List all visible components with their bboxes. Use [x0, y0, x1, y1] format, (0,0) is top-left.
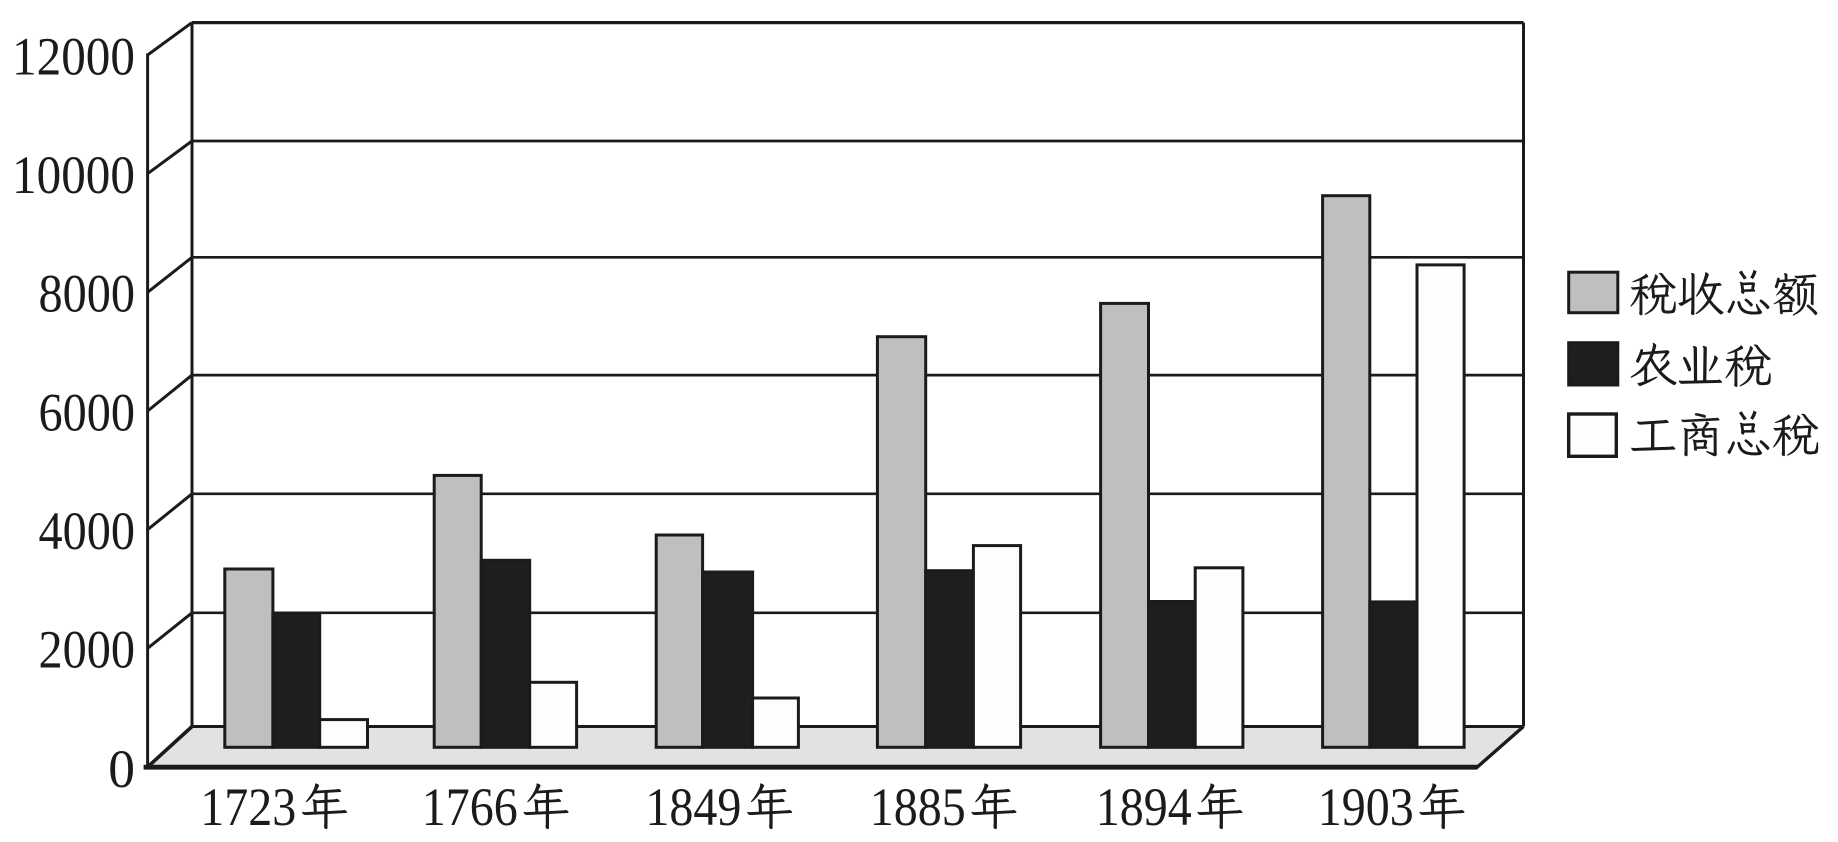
svg-text:10000: 10000 [12, 145, 135, 205]
svg-text:1849: 1849 [645, 777, 741, 837]
svg-text:2000: 2000 [39, 620, 136, 680]
svg-text:1766: 1766 [422, 777, 518, 837]
svg-text:12000: 12000 [12, 26, 135, 86]
svg-text:1885: 1885 [870, 777, 966, 837]
svg-text:6000: 6000 [39, 382, 136, 442]
svg-text:4000: 4000 [39, 501, 136, 561]
svg-text:1723: 1723 [200, 777, 296, 837]
svg-text:8000: 8000 [39, 264, 136, 324]
svg-text:0: 0 [108, 739, 135, 799]
svg-text:1903: 1903 [1318, 777, 1414, 837]
svg-text:1894: 1894 [1096, 777, 1192, 837]
